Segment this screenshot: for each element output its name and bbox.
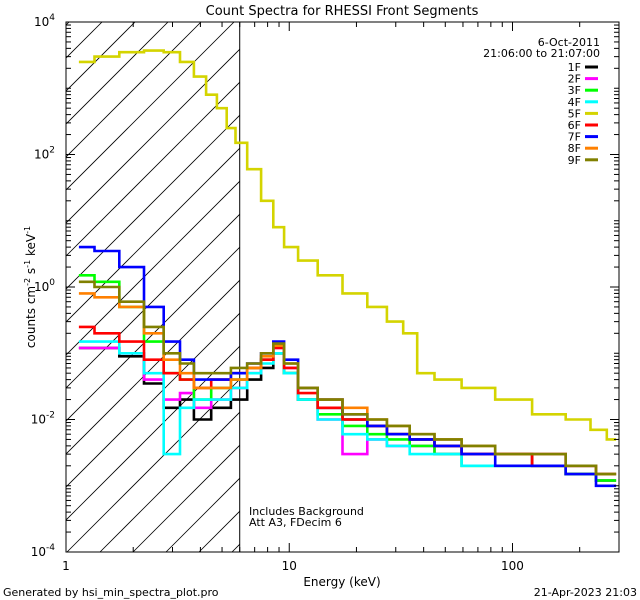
- x-axis: 1 10 100: [62, 22, 620, 573]
- hatch-line: [66, 312, 240, 488]
- y-axis: 10-4 10-2 100 102 104: [31, 13, 619, 559]
- y-label-part: keV: [24, 233, 38, 260]
- hatch-line: [66, 180, 240, 356]
- x-tick-label: 10: [282, 559, 297, 573]
- legend-label-3F: 3F: [568, 84, 581, 97]
- y-label-exp: -1: [23, 226, 32, 234]
- legend-label-2F: 2F: [568, 73, 581, 86]
- y-label-exp: -1: [23, 260, 32, 268]
- hatch-line: [66, 22, 136, 92]
- hatch-line: [66, 114, 240, 290]
- y-tick-label: 10-4: [31, 543, 56, 559]
- y-label-part: s: [24, 268, 38, 278]
- hatch-line: [66, 22, 202, 158]
- hatch-line: [66, 81, 240, 257]
- hatch-line: [66, 345, 240, 521]
- y-tick-label: 10-2: [31, 411, 55, 427]
- hatch-line: [66, 378, 240, 552]
- x-tick-label: 100: [501, 559, 524, 573]
- legend-label-1F: 1F: [568, 61, 581, 74]
- y-label-part: counts cm: [24, 286, 38, 348]
- y-axis-label: counts cm-2 s-1 keV-1: [23, 226, 38, 348]
- legend-label-8F: 8F: [568, 142, 581, 155]
- hatch-line: [66, 246, 240, 422]
- y-label-exp: -2: [23, 278, 32, 286]
- series-group: [78, 49, 617, 488]
- hatch-line: [66, 213, 240, 389]
- legend-time-range: 21:06:00 to 21:07:00: [483, 47, 600, 60]
- footer-timestamp: 21-Apr-2023 21:03: [534, 586, 637, 599]
- legend-label-5F: 5F: [568, 107, 581, 120]
- footer-generated-by: Generated by hsi_min_spectra_plot.pro: [3, 586, 219, 599]
- y-tick-label: 102: [34, 146, 55, 162]
- y-tick-label: 104: [34, 13, 55, 29]
- legend-date: 6-Oct-2011: [538, 36, 600, 49]
- hatch-line: [66, 48, 240, 224]
- hatch-line: [66, 22, 169, 125]
- legend-label-6F: 6F: [568, 119, 581, 132]
- hatch-line: [66, 22, 235, 191]
- x-axis-label: Energy (keV): [303, 575, 380, 589]
- x-tick-label: 1: [62, 559, 70, 573]
- annotation-attenuator: Att A3, FDecim 6: [249, 516, 342, 529]
- hatch-line: [99, 411, 240, 552]
- hatch-line: [132, 444, 240, 552]
- legend-label-9F: 9F: [568, 154, 581, 167]
- series-line-5F: [78, 49, 617, 441]
- annotation-background: Includes Background: [249, 505, 364, 518]
- legend-label-7F: 7F: [568, 131, 581, 144]
- y-tick-label: 100: [34, 278, 55, 294]
- chart-title: Count Spectra for RHESSI Front Segments: [206, 4, 479, 19]
- hatched-region: [66, 22, 240, 552]
- hatch-line: [66, 147, 240, 323]
- series-line-9F: [78, 280, 617, 476]
- legend-label-4F: 4F: [568, 96, 581, 109]
